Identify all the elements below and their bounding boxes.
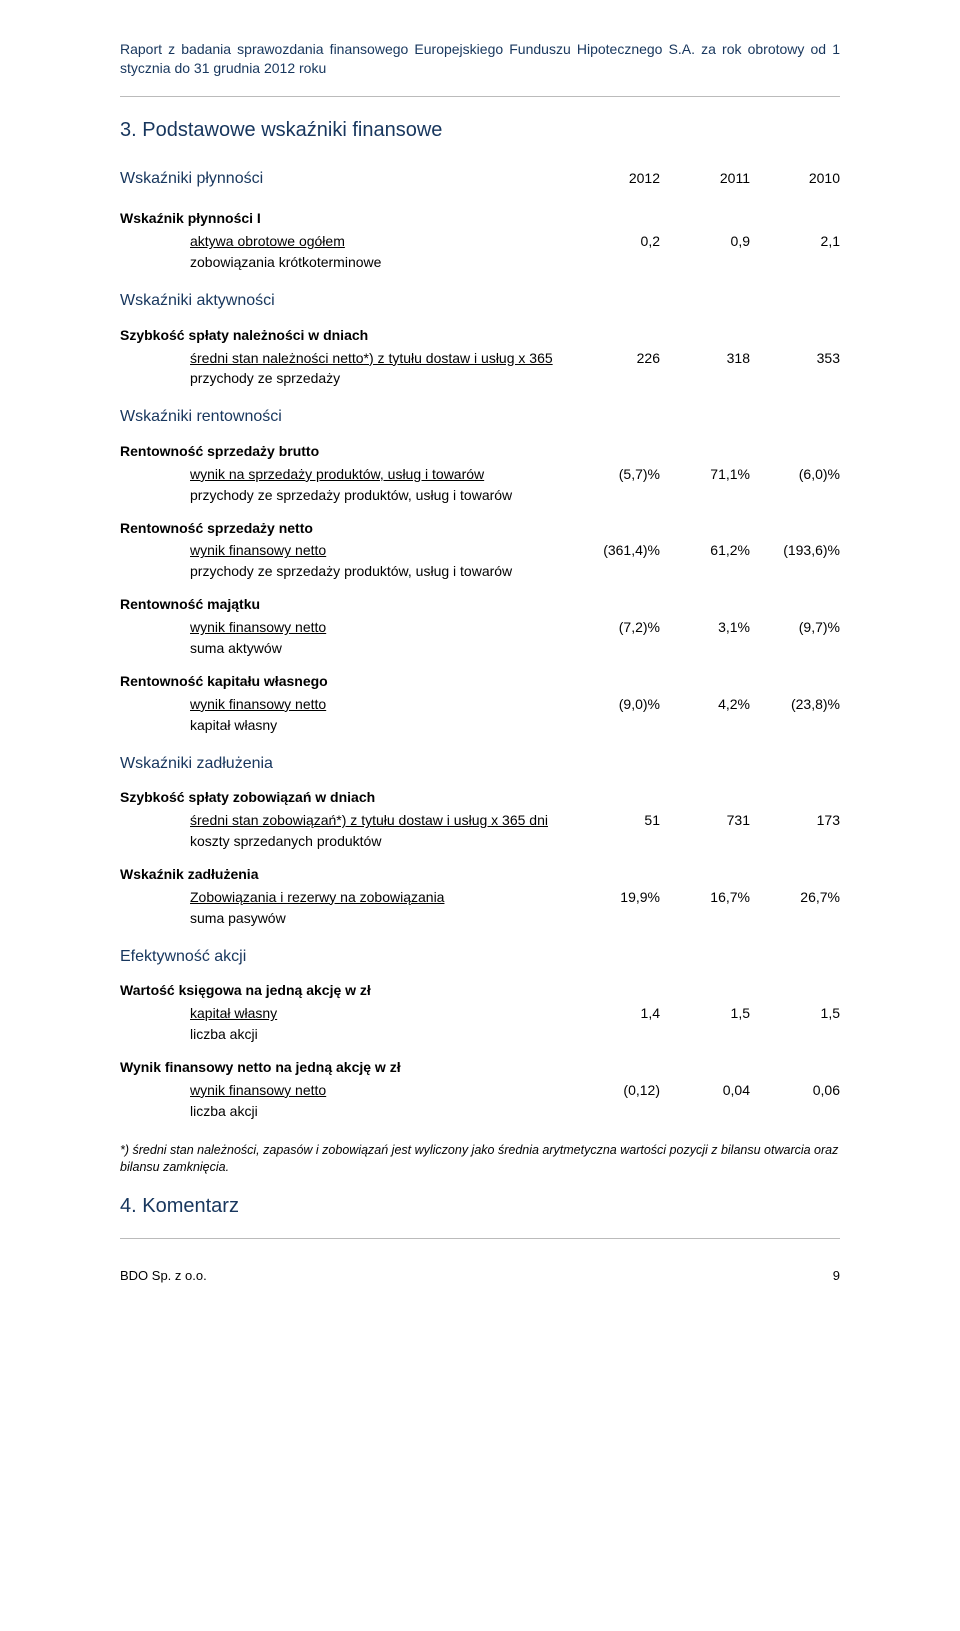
rent-netto-v3: (193,6)% <box>750 541 840 560</box>
zadl-splata-v1: 51 <box>570 811 660 830</box>
rentownosci-title: Wskaźniki rentowności <box>120 406 840 428</box>
efe-ksiegowa-numerator: kapitał własny <box>120 1004 570 1023</box>
efe-wynik-denominator: liczba akcji <box>120 1102 570 1121</box>
rent-brutto-denominator: przychody ze sprzedaży produktów, usług … <box>120 486 570 505</box>
zadl-splata-denominator: koszty sprzedanych produktów <box>120 832 570 851</box>
plynnosci-title: Wskaźniki płynności <box>120 168 570 190</box>
page-number: 9 <box>833 1267 840 1285</box>
rent-majatku-v2: 3,1% <box>660 618 750 637</box>
rent-brutto-v3: (6,0)% <box>750 465 840 484</box>
rent-brutto-label: Rentowność sprzedaży brutto <box>120 442 840 461</box>
rent-brutto-v1: (5,7)% <box>570 465 660 484</box>
doc-header: Raport z badania sprawozdania finansoweg… <box>120 40 840 78</box>
zadluzenia-title: Wskaźniki zadłużenia <box>120 753 840 775</box>
rent-kapitalu-v3: (23,8)% <box>750 695 840 714</box>
aktywnosci-val-1: 226 <box>570 349 660 368</box>
efe-wynik-numerator: wynik finansowy netto <box>120 1081 570 1100</box>
zadl-wsk-v3: 26,7% <box>750 888 840 907</box>
rent-majatku-v1: (7,2)% <box>570 618 660 637</box>
plynnosci-numerator: aktywa obrotowe ogółem <box>120 232 570 251</box>
zadl-wsk-label: Wskaźnik zadłużenia <box>120 865 840 884</box>
aktywnosci-numerator: średni stan należności netto*) z tytułu … <box>120 349 570 368</box>
efe-wynik-label: Wynik finansowy netto na jedną akcję w z… <box>120 1058 840 1077</box>
rent-majatku-label: Rentowność majątku <box>120 595 840 614</box>
year-col-2: 2011 <box>660 169 750 188</box>
plynnosci-item-label: Wskaźnik płynności I <box>120 209 840 228</box>
rent-majatku-v3: (9,7)% <box>750 618 840 637</box>
rent-brutto-numerator: wynik na sprzedaży produktów, usług i to… <box>120 465 570 484</box>
aktywnosci-val-2: 318 <box>660 349 750 368</box>
footnote: *) średni stan należności, zapasów i zob… <box>120 1142 840 1175</box>
zadl-wsk-numerator: Zobowiązania i rezerwy na zobowiązania <box>120 888 570 907</box>
rent-kapitalu-label: Rentowność kapitału własnego <box>120 672 840 691</box>
rent-kapitalu-v1: (9,0)% <box>570 695 660 714</box>
plynnosci-val-3: 2,1 <box>750 232 840 251</box>
rent-netto-label: Rentowność sprzedaży netto <box>120 519 840 538</box>
plynnosci-denominator: zobowiązania krótkoterminowe <box>120 253 570 272</box>
rent-brutto-v2: 71,1% <box>660 465 750 484</box>
rent-netto-denominator: przychody ze sprzedaży produktów, usług … <box>120 562 570 581</box>
rent-majatku-numerator: wynik finansowy netto <box>120 618 570 637</box>
plynnosci-val-2: 0,9 <box>660 232 750 251</box>
efe-ksiegowa-denominator: liczba akcji <box>120 1025 570 1044</box>
rent-kapitalu-v2: 4,2% <box>660 695 750 714</box>
rent-kapitalu-numerator: wynik finansowy netto <box>120 695 570 714</box>
rent-kapitalu-denominator: kapitał własny <box>120 716 570 735</box>
efe-ksiegowa-v3: 1,5 <box>750 1004 840 1023</box>
section-3-title: 3. Podstawowe wskaźniki finansowe <box>120 117 840 144</box>
efektywnosc-title: Efektywność akcji <box>120 946 840 968</box>
rent-majatku-denominator: suma aktywów <box>120 639 570 658</box>
aktywnosci-val-3: 353 <box>750 349 840 368</box>
zadl-splata-v2: 731 <box>660 811 750 830</box>
section-4-title: 4. Komentarz <box>120 1193 840 1220</box>
rent-netto-v1: (361,4)% <box>570 541 660 560</box>
zadl-wsk-v1: 19,9% <box>570 888 660 907</box>
zadl-wsk-denominator: suma pasywów <box>120 909 570 928</box>
year-col-1: 2012 <box>570 169 660 188</box>
efe-ksiegowa-v2: 1,5 <box>660 1004 750 1023</box>
rent-netto-numerator: wynik finansowy netto <box>120 541 570 560</box>
efe-ksiegowa-label: Wartość księgowa na jedną akcję w zł <box>120 981 840 1000</box>
zadl-splata-v3: 173 <box>750 811 840 830</box>
aktywnosci-denominator: przychody ze sprzedaży <box>120 369 570 388</box>
rent-netto-v2: 61,2% <box>660 541 750 560</box>
efe-ksiegowa-v1: 1,4 <box>570 1004 660 1023</box>
aktywnosci-item-label: Szybkość spłaty należności w dniach <box>120 326 840 345</box>
plynnosci-val-1: 0,2 <box>570 232 660 251</box>
footer-left: BDO Sp. z o.o. <box>120 1267 207 1285</box>
efe-wynik-v1: (0,12) <box>570 1081 660 1100</box>
zadl-wsk-v2: 16,7% <box>660 888 750 907</box>
zadl-splata-numerator: średni stan zobowiązań*) z tytułu dostaw… <box>120 811 570 830</box>
efe-wynik-v3: 0,06 <box>750 1081 840 1100</box>
zadl-splata-label: Szybkość spłaty zobowiązań w dniach <box>120 788 840 807</box>
year-col-3: 2010 <box>750 169 840 188</box>
efe-wynik-v2: 0,04 <box>660 1081 750 1100</box>
footer-divider <box>120 1238 840 1239</box>
aktywnosci-title: Wskaźniki aktywności <box>120 290 840 312</box>
header-divider <box>120 96 840 97</box>
